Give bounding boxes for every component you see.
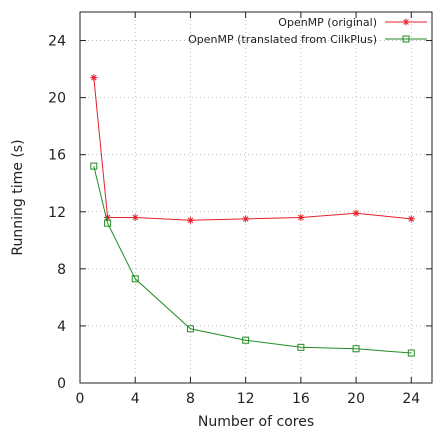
data-point — [407, 349, 415, 357]
data-point — [297, 213, 305, 221]
y-tick-label: 12 — [48, 205, 66, 221]
data-point — [242, 215, 250, 223]
data-point — [104, 213, 112, 221]
y-tick-label: 0 — [57, 376, 66, 392]
data-point — [352, 345, 360, 353]
x-tick-label: 0 — [76, 391, 85, 407]
data-point — [407, 215, 415, 223]
data-point — [186, 325, 194, 333]
plot-frame — [79, 11, 433, 384]
data-point — [90, 74, 98, 82]
x-axis-title: Number of cores — [198, 414, 314, 430]
y-tick-label: 16 — [48, 148, 66, 164]
series-2 — [90, 162, 415, 357]
legend: OpenMP (original) OpenMP (translated from… — [188, 16, 427, 46]
legend-label: OpenMP (translated from CilkPlus) — [188, 33, 377, 46]
data-point — [402, 18, 410, 26]
x-tick-label: 8 — [186, 391, 195, 407]
y-tick-label: 24 — [48, 34, 66, 50]
data-point — [186, 216, 194, 224]
series-line — [93, 77, 412, 221]
axis-ticks: 0 4 8 12 16 20 24 0 4 8 12 16 20 24 — [48, 12, 432, 407]
x-tick-label: 20 — [347, 391, 365, 407]
x-tick-label: 24 — [402, 391, 420, 407]
grid — [80, 12, 432, 383]
data-point — [90, 162, 98, 170]
series-1 — [90, 74, 415, 224]
data-point — [242, 336, 250, 344]
y-tick-label: 20 — [48, 91, 66, 107]
y-axis-title: Running time (s) — [10, 139, 26, 255]
data-point — [352, 209, 360, 217]
legend-label: OpenMP (original) — [278, 16, 377, 29]
data-point — [131, 275, 139, 283]
series-line — [93, 165, 412, 354]
data-point — [402, 35, 410, 43]
x-tick-label: 16 — [292, 391, 310, 407]
y-tick-label: 8 — [57, 262, 66, 278]
data-point — [131, 213, 139, 221]
x-tick-label: 4 — [131, 391, 140, 407]
series — [90, 74, 415, 357]
y-tick-label: 4 — [57, 319, 66, 335]
data-point — [297, 343, 305, 351]
data-point — [104, 219, 112, 227]
x-tick-label: 12 — [237, 391, 255, 407]
